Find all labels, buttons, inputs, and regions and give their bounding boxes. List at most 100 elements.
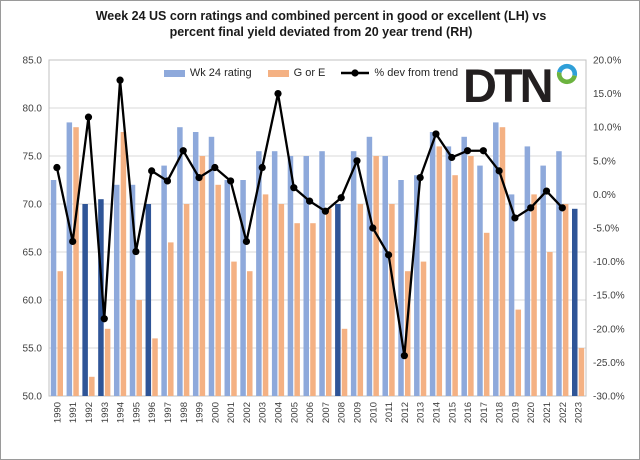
- g-or-e-bar: [231, 261, 237, 396]
- wk24-bar: [508, 194, 515, 396]
- g-or-e-bar: [120, 132, 127, 396]
- g-or-e-bar: [294, 223, 300, 396]
- right-axis-label: 20.0%: [593, 56, 621, 67]
- trend-point: [463, 147, 472, 155]
- x-axis-label: 2022: [558, 402, 569, 423]
- g-or-e-bar: [183, 204, 190, 396]
- wk24-bar: [461, 136, 467, 397]
- trend-point: [84, 113, 93, 121]
- left-axis-label: 65.0: [23, 248, 43, 259]
- wk24-bar: [271, 151, 278, 396]
- g-or-e-bar: [420, 261, 427, 396]
- x-axis-label: 1991: [68, 402, 79, 423]
- wk24-bar: [145, 204, 152, 396]
- wk24-bar: [98, 199, 104, 396]
- trend-point: [179, 147, 187, 155]
- x-axis-label: 2009: [352, 402, 363, 423]
- g-or-e-bar: [578, 348, 585, 396]
- trend-point: [132, 247, 140, 256]
- g-or-e-bar: [357, 204, 364, 396]
- trend-point: [148, 167, 156, 175]
- g-or-e-bar: [104, 328, 111, 396]
- wk24-bar: [287, 156, 294, 396]
- trend-point: [290, 184, 298, 192]
- right-axis-label: -10.0%: [593, 257, 625, 268]
- x-axis-label: 2011: [384, 402, 395, 422]
- x-axis-label: 1994: [116, 402, 127, 423]
- g-or-e-bar: [278, 204, 285, 396]
- dtn-logo-text: DTN: [463, 59, 554, 112]
- x-axis-label: 1998: [179, 402, 190, 423]
- x-axis-label: 1995: [131, 402, 142, 423]
- x-axis-label: 2004: [274, 402, 285, 423]
- g-or-e-bar: [262, 194, 269, 396]
- g-or-e-bar: [531, 194, 537, 396]
- g-or-e-bar: [499, 127, 506, 396]
- g-or-e-bar: [247, 271, 253, 396]
- wk24-bar: [129, 184, 136, 396]
- g-or-e-bar: [373, 156, 379, 396]
- trend-point: [384, 251, 393, 259]
- g-or-e-bar: [404, 271, 411, 396]
- x-axis-label: 2016: [463, 402, 474, 423]
- wk24-rating-swatch-icon: [163, 69, 185, 77]
- g-or-e-bar: [547, 252, 553, 396]
- g-or-e-bar: [452, 175, 458, 396]
- right-axis-label: -5.0%: [593, 224, 619, 235]
- legend-label: % dev from trend: [374, 67, 459, 79]
- trend-point: [211, 163, 219, 172]
- g-or-e-bar: [341, 328, 348, 396]
- x-axis-label: 2012: [400, 402, 411, 423]
- right-axis-label: -15.0%: [593, 291, 625, 302]
- legend-label: Wk 24 rating: [189, 67, 252, 79]
- left-axis-label: 85.0: [23, 56, 43, 67]
- g-or-e-bar: [436, 146, 443, 396]
- trend-point: [227, 177, 235, 185]
- wk24-bar: [540, 165, 546, 396]
- wk24-bar: [82, 204, 88, 396]
- trend-point: [258, 163, 266, 172]
- wk24-bar: [319, 151, 325, 396]
- right-axis-label: 10.0%: [593, 123, 621, 134]
- x-axis-label: 2023: [574, 402, 585, 423]
- right-axis-label: 5.0%: [593, 156, 616, 167]
- x-axis-label: 2008: [337, 402, 348, 423]
- x-axis-label: 2014: [431, 402, 442, 423]
- x-axis-label: 2002: [242, 402, 253, 423]
- trend-point: [69, 237, 77, 246]
- left-axis-label: 70.0: [23, 200, 43, 211]
- legend-label: G or E: [293, 67, 326, 79]
- chart-legend: Wk 24 rating G or E % dev from trend: [111, 65, 511, 81]
- wk24-bar: [493, 122, 499, 397]
- g-or-e-bar: [389, 204, 395, 396]
- x-axis-label: 2015: [447, 402, 458, 423]
- x-axis-label: 2010: [368, 402, 379, 423]
- dtn-logo-ring-icon: [556, 63, 578, 85]
- g-or-e-bar: [515, 309, 522, 396]
- trend-point: [495, 167, 503, 175]
- left-axis-label: 55.0: [23, 344, 43, 355]
- wk24-bar: [350, 151, 357, 396]
- wk24-bar: [66, 122, 73, 397]
- wk24-bar: [256, 151, 262, 396]
- right-axis-label: -20.0%: [593, 324, 625, 335]
- x-axis-label: 2020: [526, 402, 537, 423]
- x-axis-label: 2013: [416, 402, 427, 423]
- wk24-bar: [556, 151, 562, 396]
- chart-title-line2: percent final yield deviated from 20 yea…: [169, 25, 473, 39]
- x-axis-label: 2018: [495, 402, 506, 423]
- dtn-logo: DTN: [463, 61, 583, 111]
- g-or-e-bar: [483, 232, 490, 396]
- x-axis-label: 1993: [100, 402, 111, 423]
- left-axis-label: 75.0: [23, 152, 43, 163]
- x-axis-label: 1990: [52, 402, 63, 423]
- trend-point: [100, 315, 108, 323]
- x-axis-label: 2000: [210, 402, 221, 423]
- trend-point: [321, 207, 329, 215]
- wk24-bar: [382, 156, 388, 396]
- x-axis-label: 2006: [305, 402, 316, 423]
- x-axis-label: 2017: [479, 402, 490, 423]
- wk24-bar: [161, 165, 167, 396]
- wk24-bar: [50, 180, 57, 396]
